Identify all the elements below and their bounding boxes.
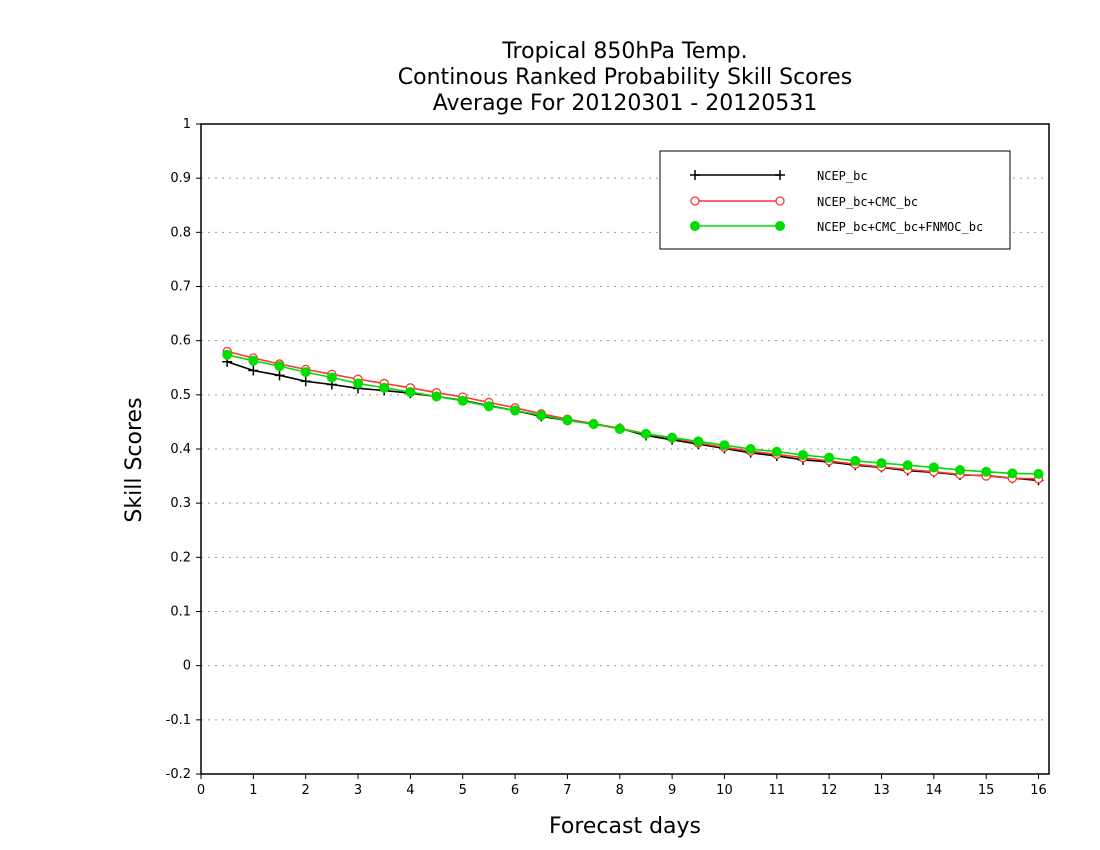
series-2	[222, 346, 1044, 484]
y-tick-label: 0.9	[170, 171, 191, 186]
y-tick-label: 0.6	[170, 334, 191, 349]
data-point-filled-circle	[902, 460, 913, 471]
legend: NCEP_bc NCEP_bc+CMC_bc NCEP_bc+CMC_bc+FN…	[659, 150, 1011, 250]
grid-lines	[201, 177, 1049, 721]
data-point-filled-circle	[719, 440, 730, 451]
x-tick-label: 8	[616, 783, 624, 798]
data-point-filled-circle	[614, 423, 625, 434]
data-point-plus	[775, 170, 785, 180]
data-point-filled-circle	[588, 419, 599, 430]
legend-marks	[690, 170, 785, 231]
data-point-filled-circle	[824, 452, 835, 463]
legend-label-ncep-cmc: NCEP_bc+CMC_bc	[817, 195, 918, 209]
data-point-filled-circle	[693, 436, 704, 447]
x-tick-label: 3	[354, 783, 362, 798]
series-line	[226, 361, 1039, 482]
y-tick-label: 0.5	[170, 388, 191, 403]
legend-label-ncep-cmc-fnmoc: NCEP_bc+CMC_bc+FNMOC_bc	[817, 220, 983, 234]
data-point-filled-circle	[797, 449, 808, 460]
data-point-filled-circle	[405, 387, 416, 398]
x-tick-label: 12	[821, 783, 838, 798]
data-point-plus	[300, 376, 311, 387]
data-point-filled-circle	[483, 401, 494, 412]
series-3	[222, 349, 1044, 479]
x-tick-label: 14	[926, 783, 943, 798]
data-point-filled-circle	[850, 455, 861, 466]
data-point-filled-circle	[457, 395, 468, 406]
y-tick-label: 1	[183, 117, 191, 132]
x-tick-label: 5	[459, 783, 467, 798]
data-point-filled-circle	[640, 428, 651, 439]
x-tick-label: 11	[769, 783, 786, 798]
data-point-plus	[274, 370, 285, 381]
data-point-filled-circle	[745, 444, 756, 454]
chart-title-line-1: Tropical 850hPa Temp.	[501, 39, 747, 64]
series-line	[227, 350, 1039, 480]
data-point-filled-circle	[562, 415, 573, 426]
data-point-filled-circle	[300, 367, 311, 378]
data-point-filled-circle	[431, 391, 442, 402]
y-tick-label: -0.2	[166, 767, 191, 782]
y-tick-label: 0.7	[170, 280, 191, 295]
data-point-filled-circle	[222, 349, 233, 360]
data-point-filled-circle	[955, 465, 966, 476]
data-point-filled-circle	[379, 382, 390, 393]
data-point-filled-circle	[510, 405, 521, 416]
y-tick-label: -0.1	[166, 713, 191, 728]
data-point-plus	[248, 365, 259, 376]
axis-ticks: -0.2-0.100.10.20.30.40.50.60.70.80.910 1 2…	[166, 117, 1047, 798]
legend-label-ncep-bc: NCEP_bc	[817, 169, 868, 183]
x-axis-label: Forecast days	[549, 814, 701, 839]
legend-box	[659, 150, 1011, 250]
x-tick-label: 2	[302, 783, 310, 798]
y-tick-label: 0.1	[170, 605, 191, 620]
y-tick-label: 0.8	[170, 225, 191, 240]
x-tick-label: 9	[668, 783, 676, 798]
chart-title-line-2: Continous Ranked Probability Skill Score…	[398, 65, 852, 90]
series-line	[227, 354, 1039, 475]
x-tick-label: 15	[978, 783, 995, 798]
x-tick-label: 1	[249, 783, 257, 798]
y-tick-label: 0.4	[170, 442, 191, 457]
data-point-filled-circle	[667, 432, 678, 443]
x-tick-label: 6	[511, 783, 519, 798]
data-point-filled-circle	[536, 410, 547, 421]
x-tick-label: 0	[197, 783, 205, 798]
y-tick-label: 0	[183, 659, 191, 674]
data-point-filled-circle	[248, 355, 259, 366]
data-point-filled-circle	[775, 221, 785, 231]
x-tick-label: 13	[873, 783, 890, 798]
y-axis-label: Skill Scores	[122, 397, 147, 522]
data-point-filled-circle	[1033, 468, 1044, 479]
y-tick-label: 0.2	[170, 550, 191, 565]
data-point-filled-circle	[690, 221, 700, 231]
y-tick-label: 0.3	[170, 496, 191, 511]
data-point-filled-circle	[274, 361, 285, 372]
data-point-open-circle	[775, 196, 785, 206]
data-point-plus	[690, 170, 700, 180]
chart-title-line-3: Average For 20120301 - 20120531	[433, 91, 818, 116]
x-tick-label: 10	[716, 783, 733, 798]
data-point-open-circle	[690, 196, 700, 206]
data-point-filled-circle	[771, 446, 782, 457]
x-tick-label: 4	[406, 783, 414, 798]
data-point-filled-circle	[876, 458, 887, 469]
data-point-filled-circle	[981, 466, 992, 477]
data-point-filled-circle	[928, 462, 939, 473]
data-point-filled-circle	[1007, 468, 1018, 479]
data-point-filled-circle	[353, 378, 364, 389]
x-tick-label: 7	[563, 783, 571, 798]
data-point-filled-circle	[326, 372, 337, 383]
series-layer	[222, 346, 1044, 486]
x-tick-label: 16	[1030, 783, 1047, 798]
